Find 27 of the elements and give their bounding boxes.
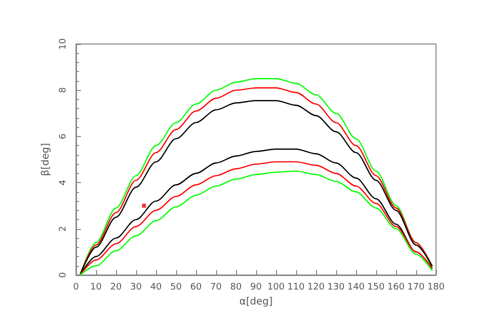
- x-tick-label: 130: [327, 282, 345, 292]
- x-tick-label: 180: [427, 282, 445, 292]
- x-tick-label: 50: [170, 282, 182, 292]
- x-tick-label: 80: [230, 282, 242, 292]
- x-tick-label: 100: [267, 282, 285, 292]
- x-axis-title: α[deg]: [239, 296, 273, 308]
- y-tick-label: 10: [58, 38, 68, 50]
- x-tick-label: 70: [210, 282, 222, 292]
- x-tick-label: 110: [287, 282, 305, 292]
- y-tick-label: 2: [58, 226, 68, 232]
- x-tick-label: 150: [367, 282, 385, 292]
- x-tick-label: 170: [407, 282, 425, 292]
- y-tick-label: 8: [58, 87, 68, 94]
- x-tick-label: 60: [190, 282, 202, 292]
- y-tick-label: 0: [58, 272, 68, 278]
- x-tick-label: 0: [73, 282, 80, 292]
- x-tick-label: 140: [347, 282, 365, 292]
- x-tick-label: 20: [110, 282, 122, 292]
- y-tick-label: 4: [58, 179, 68, 186]
- x-tick-label: 160: [387, 282, 405, 292]
- y-tick-label: 6: [58, 133, 68, 140]
- x-tick-label: 30: [130, 282, 142, 292]
- x-tick-label: 10: [90, 282, 102, 292]
- x-tick-label: 90: [250, 282, 262, 292]
- x-tick-label: 40: [150, 282, 162, 292]
- y-axis-title: β[deg]: [40, 142, 52, 176]
- x-tick-label: 120: [307, 282, 325, 292]
